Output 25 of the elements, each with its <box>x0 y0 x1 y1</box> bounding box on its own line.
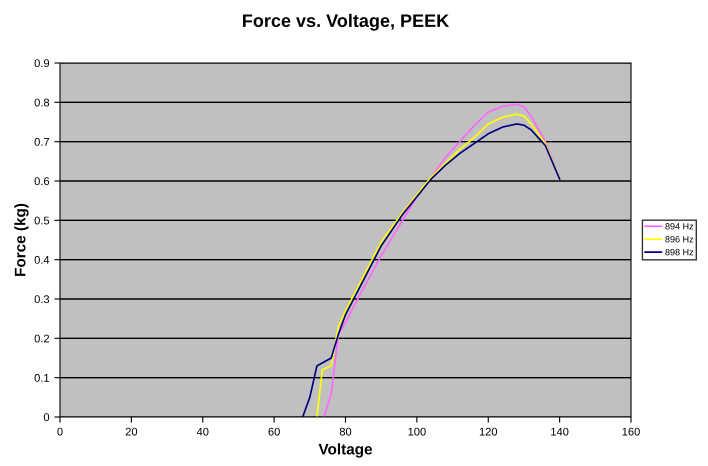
y-tick-label: 0.3 <box>34 295 50 304</box>
legend-label: 896 Hz <box>665 236 694 242</box>
y-tick-label: 0.5 <box>34 216 50 224</box>
legend-label: 898 Hz <box>665 248 694 256</box>
x-tick-label: 0 <box>57 428 63 436</box>
x-tick-label: 120 <box>480 428 498 436</box>
x-tick-label: 20 <box>126 428 138 436</box>
y-axis-title: Force (kg) <box>14 204 29 276</box>
y-tick-label: 0.6 <box>34 177 50 186</box>
y-tick-label: 0.9 <box>34 59 50 68</box>
x-tick-label: 140 <box>551 428 568 436</box>
x-tick-label: 80 <box>340 428 352 436</box>
y-tick-label: 0.4 <box>34 256 50 264</box>
x-tick-label: 100 <box>408 428 426 436</box>
x-tick-label: 40 <box>196 428 208 436</box>
y-tick-label: 0.1 <box>34 374 50 382</box>
legend-label: 894 Hz <box>665 223 694 230</box>
x-axis-title: Voltage <box>318 443 372 458</box>
x-tick-label: 160 <box>622 428 640 436</box>
y-tick-label: 0.7 <box>34 138 50 146</box>
x-tick-label: 60 <box>268 428 280 436</box>
y-tick-label: 0 <box>44 413 50 422</box>
chart-title: Force vs. Voltage, PEEK <box>243 14 450 31</box>
y-tick-label: 0.8 <box>34 98 50 106</box>
y-tick-label: 0.2 <box>34 334 50 342</box>
